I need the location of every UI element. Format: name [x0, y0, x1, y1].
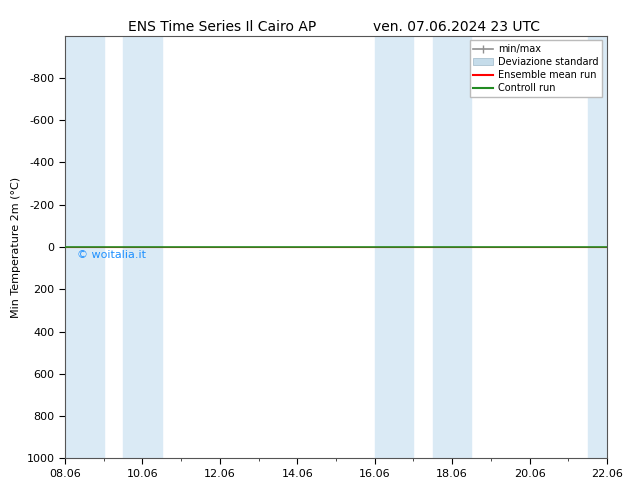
Legend: min/max, Deviazione standard, Ensemble mean run, Controll run: min/max, Deviazione standard, Ensemble m…	[470, 41, 602, 97]
Bar	[375, 36, 413, 459]
Y-axis label: Min Temperature 2m (°C): Min Temperature 2m (°C)	[11, 176, 21, 318]
Bar	[588, 36, 607, 459]
Bar	[65, 36, 104, 459]
Text: ven. 07.06.2024 23 UTC: ven. 07.06.2024 23 UTC	[373, 20, 540, 34]
Bar	[433, 36, 472, 459]
Text: ENS Time Series Il Cairo AP: ENS Time Series Il Cairo AP	[128, 20, 316, 34]
Text: © woitalia.it: © woitalia.it	[77, 250, 146, 260]
Bar	[123, 36, 162, 459]
